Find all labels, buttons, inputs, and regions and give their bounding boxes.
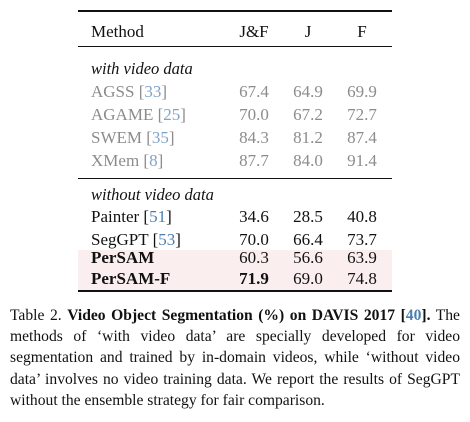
cell-f: 40.8 [347,207,377,226]
citation-link[interactable]: 35 [151,128,169,147]
table-row: SWEM [35] 84.3 81.2 87.4 [78,126,392,150]
table-row-persam: PerSAM 60.3 56.6 63.9 [78,246,392,270]
cell-jf: 70.0 [239,230,269,249]
table-bottom-rule [78,290,392,292]
header-f: F [357,22,367,41]
method-name: AGAME [91,105,154,124]
cell-jf: 67.4 [239,82,269,101]
citation-link[interactable]: 53 [158,230,176,249]
method-name: PerSAM-F [91,269,171,288]
table-row: Painter [51] 34.6 28.5 40.8 [78,205,392,229]
cell-jf: 70.0 [239,105,269,124]
citation-link[interactable]: 40 [405,307,422,324]
cell-j: 84.0 [293,151,323,170]
cell-f: 69.9 [347,82,377,101]
table-top-rule [78,10,392,12]
cell-j: 66.4 [293,230,323,249]
method-name: XMem [91,151,140,170]
cell-f: 74.8 [347,269,377,288]
table-row-persam-f: PerSAM-F 71.9 69.0 74.8 [78,267,392,291]
group-label-with-video: with video data [91,59,193,78]
cell-jf: 60.3 [239,248,269,267]
caption-body: The methods of ‘with video data’ are spe… [10,307,460,409]
cell-j: 56.6 [293,248,323,267]
table-row: SegGPT [53] 70.0 66.4 73.7 [78,228,392,252]
cell-j: 28.5 [293,207,323,226]
cell-j: 81.2 [293,128,323,147]
table-header-rule [78,46,392,47]
group-label-without-video: without video data [91,185,214,204]
method-name: AGSS [91,82,135,101]
citation-link[interactable]: 8 [149,151,158,170]
header-method: Method [91,22,144,41]
cell-f: 63.9 [347,248,377,267]
table-caption: Table 2. Video Object Segmentation (%) o… [10,305,460,411]
caption-title: Video Object Segmentation (%) on DAVIS 2… [67,307,431,324]
cell-f: 87.4 [347,128,377,147]
table-row: AGAME [25] 70.0 67.2 72.7 [78,103,392,127]
cell-j: 69.0 [293,269,323,288]
group-separator-rule [78,178,392,179]
cell-jf: 34.6 [239,207,269,226]
cell-f: 91.4 [347,151,377,170]
method-name: PerSAM [91,248,155,267]
table-header-row: Method J&F J F [78,20,392,44]
table-row: AGSS [33] 67.4 64.9 69.9 [78,80,392,104]
cell-j: 67.2 [293,105,323,124]
cell-jf: 87.7 [239,151,269,170]
highlight-band [78,250,392,290]
method-name: Painter [91,207,140,226]
citation-link[interactable]: 51 [149,207,167,226]
cell-jf: 71.9 [239,269,269,288]
method-name: SWEM [91,128,142,147]
table-row: XMem [8] 87.7 84.0 91.4 [78,149,392,173]
method-name: SegGPT [91,230,149,249]
header-j: J [304,22,312,41]
citation-link[interactable]: 25 [163,105,181,124]
cell-f: 72.7 [347,105,377,124]
cell-jf: 84.3 [239,128,269,147]
citation-link[interactable]: 33 [144,82,162,101]
cell-j: 64.9 [293,82,323,101]
cell-f: 73.7 [347,230,377,249]
header-jf: J&F [239,22,269,41]
caption-prefix: Table 2. [10,307,68,324]
